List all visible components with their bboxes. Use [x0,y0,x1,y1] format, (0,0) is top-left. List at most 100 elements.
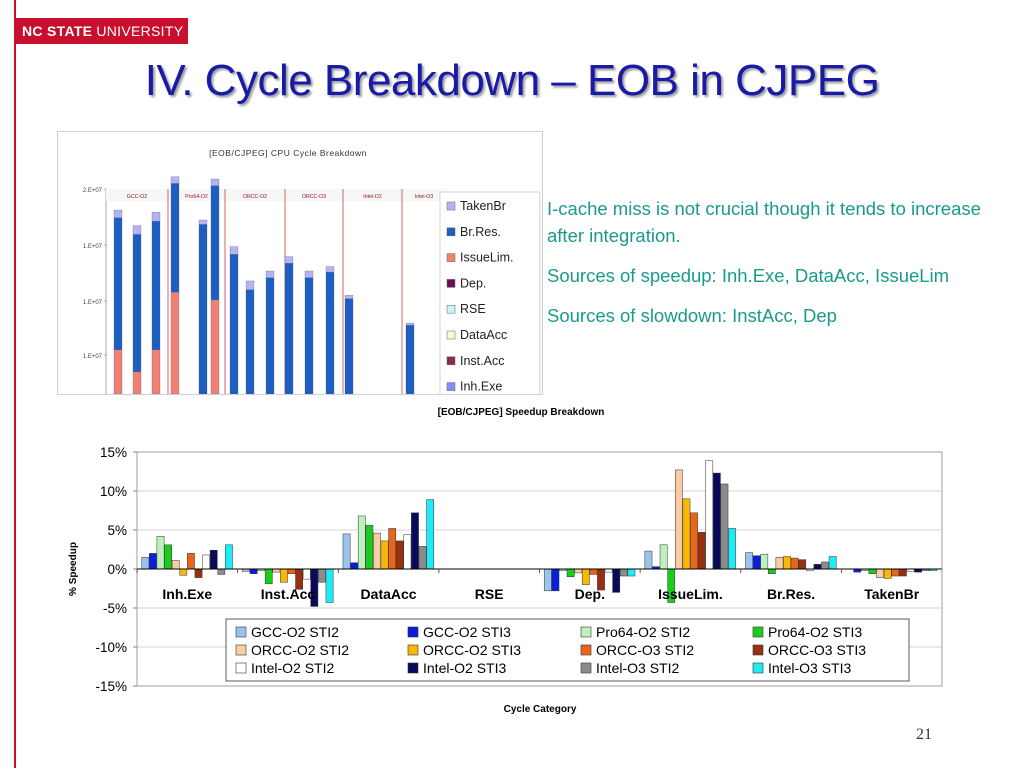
speedup-bar [612,568,621,593]
top-legend-swatch [446,382,456,391]
speedup-bar [388,528,397,570]
university-logo: NC STATE UNIVERSITY [16,18,188,44]
speedup-legend-swatch [235,626,247,638]
speedup-bar [202,554,210,570]
speedup-bar [705,460,714,570]
top-bar-brres [170,183,180,293]
top-legend-label: Dep. [460,276,486,290]
top-bar-brres [198,224,208,394]
speedup-bar [828,556,837,570]
speedup-y-tick-label: -15% [95,679,127,694]
speedup-y-tick-label: 10% [100,484,127,499]
speedup-legend-label: Intel-O3 STI2 [596,660,679,676]
top-group-label: Intel-O2 [363,194,382,200]
top-bar-issuelim [113,349,123,394]
bullet-list: I-cache miss is not crucial though it te… [547,195,987,342]
speedup-breakdown-chart: [EOB/CJPEG] Speedup Breakdown 15% 10% 5% 0% -… [0,398,1024,718]
logo-bold: NC STATE [22,23,93,39]
speedup-bar [868,568,877,574]
speedup-bar [141,557,150,570]
speedup-legend-label: ORCC-O3 STI3 [768,642,866,658]
speedup-bar [574,568,583,574]
speedup-y-tick-label: -10% [95,640,127,655]
speedup-category-label: Inst.Acc [261,586,316,602]
top-bar-brres [304,277,314,394]
slide-title: IV. Cycle Breakdown – EOB in CJPEG [144,56,880,105]
top-bar-brres [265,277,275,394]
top-bar-issuelim [170,291,180,394]
speedup-bar [760,553,769,570]
speedup-bar [813,564,822,570]
cpu-cycle-breakdown-svg: [EOB/CJPEG] CPU Cycle Breakdown 2.E+07 1.E… [83,148,541,394]
speedup-bar [891,568,900,577]
speedup-bar [373,532,381,570]
speedup-bar [752,555,761,570]
speedup-category-label: DataAcc [361,586,417,602]
top-bar-issuelim [151,349,161,394]
speedup-bar [187,553,195,570]
speedup-category-label: IssueLim. [658,586,723,602]
speedup-bar [883,568,892,579]
top-group-label: Pro64-O2 [185,194,208,200]
speedup-legend-swatch [752,626,764,638]
speedup-bar [342,533,351,570]
speedup-y-tick-label: -5% [103,601,127,616]
speedup-legend-label: GCC-O2 STI3 [423,624,511,640]
bullet-speedup: Sources of speedup: Inh.Exe, DataAcc, Is… [547,265,950,286]
top-group-label: GCC-O2 [127,194,147,200]
speedup-bar [768,568,776,574]
speedup-legend-swatch [407,644,419,656]
speedup-bar [581,568,590,585]
top-legend-swatch [446,227,456,237]
bullet-slowdown: Sources of slowdown: InstAcc, Dep [547,305,837,326]
top-legend-swatch [446,304,456,314]
speedup-bar [728,528,736,570]
speedup-legend-swatch [752,644,764,656]
speedup-bar [318,568,326,583]
speedup-bar [697,532,706,570]
speedup-y-tick-label: 15% [100,445,127,460]
speedup-bar [775,557,784,570]
speedup-bar [682,498,691,570]
top-legend-swatch [446,253,456,262]
speedup-legend-label: ORCC-O2 STI2 [251,642,349,658]
speedup-legend-label: Pro64-O2 STI3 [768,624,862,640]
speedup-legend-label: Intel-O2 STI3 [423,660,506,676]
speedup-bar [264,568,273,585]
top-bar-takenbr [325,266,335,273]
top-bar-takenbr [405,322,415,326]
speedup-bar [551,568,560,592]
top-bar-brres [132,234,142,372]
speedup-legend-swatch [752,662,764,674]
speedup-bar [287,568,296,574]
top-bar-takenbr [265,270,275,278]
speedup-bar [395,540,404,570]
top-legend-label: IssueLim. [460,251,514,265]
speedup-bar [712,472,721,570]
speedup-bar [380,540,389,570]
speedup-bar [194,568,203,578]
speedup-legend-swatch [580,662,592,674]
speedup-bar [876,568,884,578]
top-bar-takenbr [344,295,354,299]
speedup-legend-label: ORCC-O3 STI2 [596,642,694,658]
top-bar-issuelim [210,299,220,394]
top-y-tick-label: 1.E+07 [83,300,103,306]
top-legend-label: RSE [460,302,486,316]
speedup-bar [745,552,753,570]
speedup-bar [790,557,799,570]
bullet-icache: I-cache miss is not crucial though it te… [547,198,981,246]
top-bar-takenbr [284,256,294,264]
top-chart-title: [EOB/CJPEG] CPU Cycle Breakdown [209,148,367,158]
speedup-bar [209,550,218,570]
top-legend-label: Inh.Exe [460,380,502,394]
speedup-bar [783,556,791,570]
top-legend-label: Br.Res. [460,225,501,239]
speedup-bar [690,512,698,570]
speedup-bar [566,568,575,578]
left-rule [14,0,16,768]
speedup-category-label: RSE [475,586,504,602]
speedup-bar [156,535,165,570]
top-bar-takenbr [245,280,255,290]
speedup-bar [249,568,258,574]
